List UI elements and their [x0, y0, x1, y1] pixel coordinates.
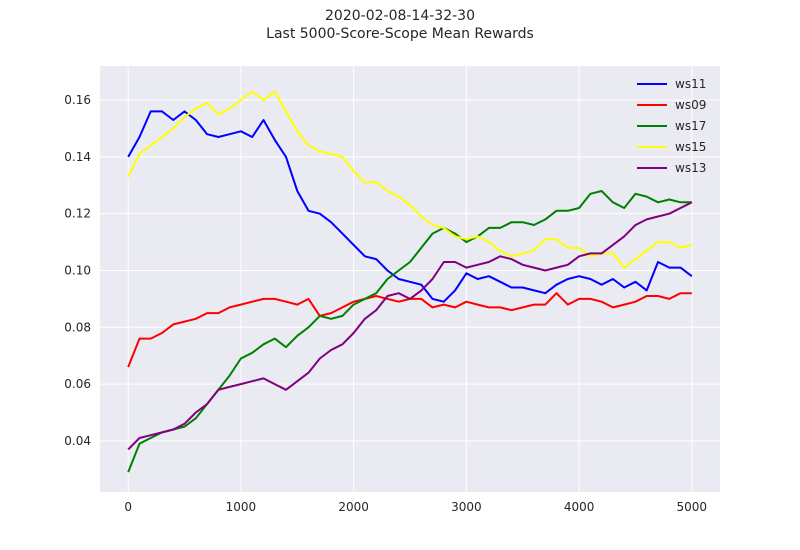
chart-title: 2020-02-08-14-32-30: [325, 8, 475, 24]
x-tick-label: 5000: [677, 500, 708, 514]
y-tick-label: 0.06: [64, 377, 91, 391]
x-tick-label: 3000: [451, 500, 482, 514]
y-tick-label: 0.10: [64, 263, 91, 277]
legend-label-ws15: ws15: [675, 140, 706, 154]
legend-label-ws09: ws09: [675, 98, 706, 112]
y-tick-label: 0.04: [64, 434, 91, 448]
chart-subtitle: Last 5000-Score-Scope Mean Rewards: [266, 26, 534, 42]
series-line-ws13: [127, 201, 693, 451]
legend-label-ws13: ws13: [675, 161, 706, 175]
legend-label-ws11: ws11: [675, 77, 706, 91]
y-tick-label: 0.12: [64, 207, 91, 221]
series-line-ws11: [127, 110, 693, 303]
y-tick-label: 0.14: [64, 150, 91, 164]
y-tick-label: 0.08: [64, 320, 91, 334]
plot-area: [100, 66, 720, 492]
series-line-ws17: [127, 190, 692, 473]
x-tick-label: 2000: [338, 500, 369, 514]
y-tick-label: 0.16: [64, 93, 91, 107]
x-tick-label: 0: [124, 500, 132, 514]
legend-label-ws17: ws17: [675, 119, 706, 133]
x-tick-label: 1000: [226, 500, 257, 514]
x-tick-label: 4000: [564, 500, 595, 514]
